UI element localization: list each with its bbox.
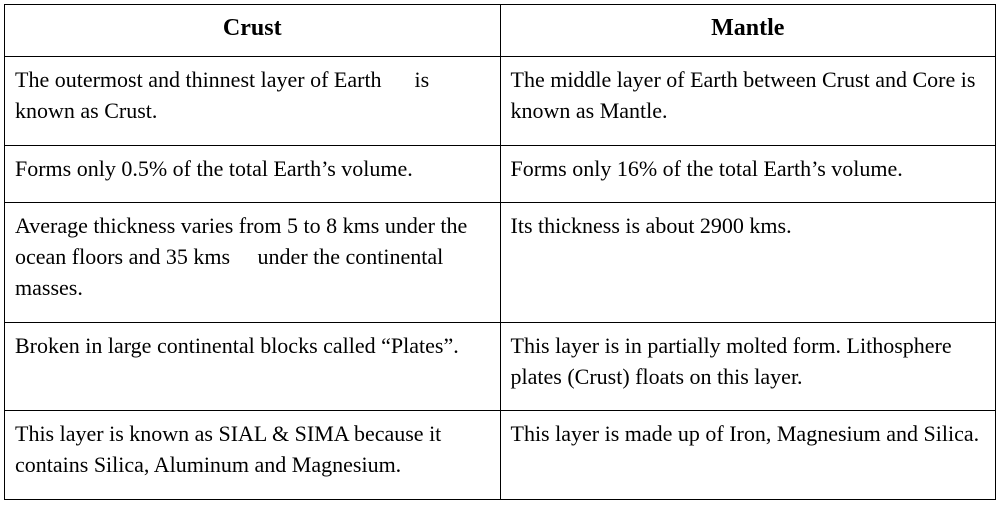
column-header-crust: Crust [5, 5, 501, 57]
table-row: This layer is known as SIAL & SIMA becau… [5, 411, 996, 500]
cell-crust: Broken in large continental blocks calle… [5, 322, 501, 411]
cell-crust: Forms only 0.5% of the total Earth’s vol… [5, 145, 501, 203]
table-row: Average thickness varies from 5 to 8 kms… [5, 203, 996, 322]
cell-mantle: Forms only 16% of the total Earth’s volu… [500, 145, 996, 203]
column-header-mantle: Mantle [500, 5, 996, 57]
table-header-row: Crust Mantle [5, 5, 996, 57]
table-row: Forms only 0.5% of the total Earth’s vol… [5, 145, 996, 203]
cell-crust: The outermost and thinnest layer of Eart… [5, 57, 501, 146]
comparison-table: Crust Mantle The outermost and thinnest … [4, 4, 996, 500]
table-row: Broken in large continental blocks calle… [5, 322, 996, 411]
cell-mantle: This layer is in partially molted form. … [500, 322, 996, 411]
cell-crust: This layer is known as SIAL & SIMA becau… [5, 411, 501, 500]
cell-mantle: This layer is made up of Iron, Magnesium… [500, 411, 996, 500]
cell-crust: Average thickness varies from 5 to 8 kms… [5, 203, 501, 322]
table-row: The outermost and thinnest layer of Eart… [5, 57, 996, 146]
cell-mantle: The middle layer of Earth between Crust … [500, 57, 996, 146]
cell-mantle: Its thickness is about 2900 kms. [500, 203, 996, 322]
